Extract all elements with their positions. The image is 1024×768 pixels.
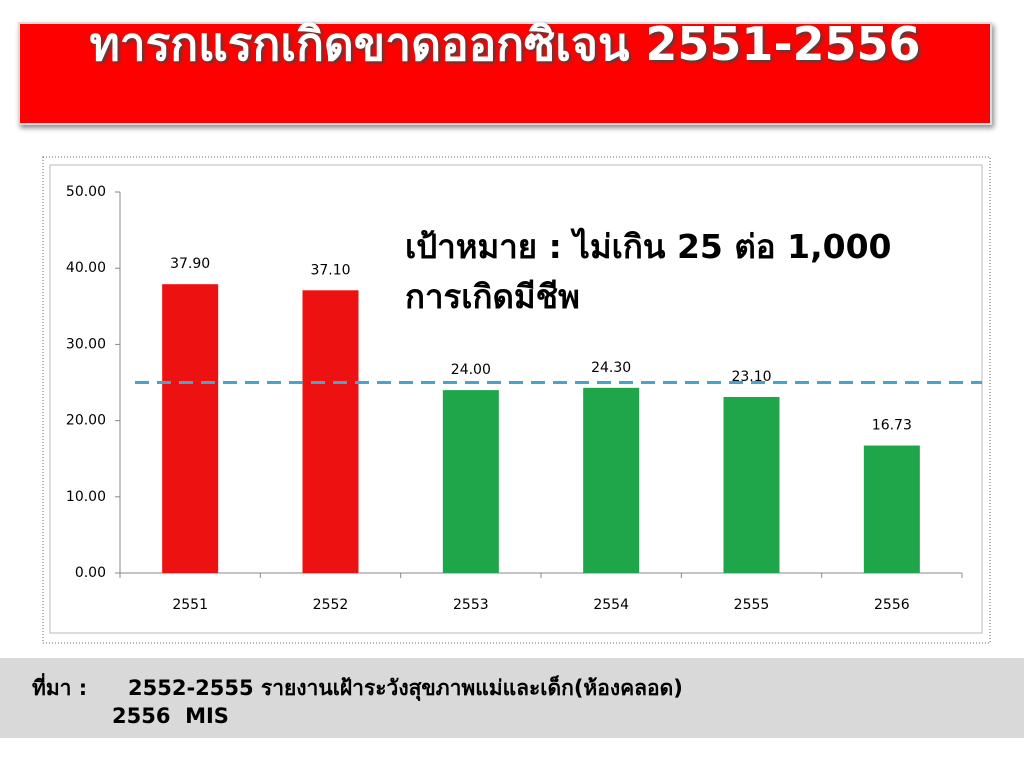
x-tick-label: 2553 [453,597,489,613]
y-tick-label: 40.00 [66,260,106,276]
bar [723,396,780,573]
y-tick-label: 30.00 [66,336,106,352]
chart-title: ทารกแรกเกิดขาดออกซิเจน 2551-2556 [89,17,921,71]
bar [863,445,920,573]
value-label: 37.10 [310,262,350,278]
source-line: 2556 MIS [112,704,229,728]
target-annotation: เป้าหมาย : ไม่เกิน 25 ต่อ 1,000 การเกิดม… [405,227,892,316]
y-tick-label: 50.00 [66,184,106,200]
title-box [18,22,992,125]
value-label: 23.10 [731,369,771,385]
x-tick-label: 2552 [313,597,349,613]
x-tick-label: 2554 [593,597,629,613]
value-label: 24.00 [451,362,491,378]
bar [162,284,219,573]
source-label: ที่มา : [32,676,88,700]
value-label: 24.30 [591,360,631,376]
y-tick-label: 10.00 [66,489,106,505]
bar [302,290,359,573]
x-tick-label: 2551 [172,597,208,613]
bar [583,387,640,573]
y-tick-label: 0.00 [75,565,106,581]
y-tick-label: 20.00 [66,413,106,429]
x-tick-label: 2555 [734,597,770,613]
source-line: 2552-2555 รายงานเฝ้าระวังสุขภาพแม่และเด็… [128,676,683,700]
footer: ที่มา : 2552-2555 รายงานเฝ้าระวังสุขภาพแ… [0,658,1024,738]
chart-frame [42,156,991,644]
value-label: 16.73 [872,418,912,434]
value-label: 37.90 [170,256,210,272]
bar [442,390,499,573]
x-tick-label: 2556 [874,597,910,613]
